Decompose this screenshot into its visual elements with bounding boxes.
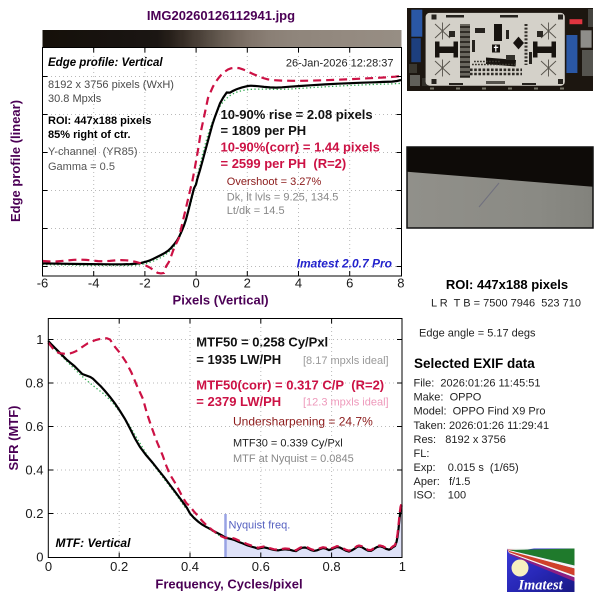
svg-text:[12.3 mpxls ideal]: [12.3 mpxls ideal] bbox=[303, 397, 389, 409]
svg-text:4: 4 bbox=[295, 276, 302, 291]
svg-text:0.6: 0.6 bbox=[252, 559, 270, 574]
svg-text:Edge angle = 5.17 degs: Edge angle = 5.17 degs bbox=[419, 328, 536, 340]
svg-text:= 1935 LW/PH: = 1935 LW/PH bbox=[196, 352, 281, 367]
svg-text:Y-channel (YR85): Y-channel (YR85) bbox=[48, 146, 137, 158]
svg-text:8: 8 bbox=[397, 276, 404, 291]
svg-text:85% right of ctr.: 85% right of ctr. bbox=[48, 129, 131, 141]
svg-text:ISO: 100: ISO: 100 bbox=[414, 490, 467, 502]
svg-text:2: 2 bbox=[244, 276, 251, 291]
svg-text:Imatest: Imatest bbox=[517, 578, 563, 594]
svg-text:Selected EXIF data: Selected EXIF data bbox=[414, 356, 535, 371]
svg-text:0: 0 bbox=[192, 276, 199, 291]
svg-text:Edge profile (linear): Edge profile (linear) bbox=[8, 100, 23, 222]
svg-text:Overshoot = 3.27%: Overshoot = 3.27% bbox=[227, 176, 322, 188]
svg-text:0.8: 0.8 bbox=[323, 559, 341, 574]
svg-text:0.6: 0.6 bbox=[25, 419, 43, 434]
svg-text:Frequency, Cycles/pixel: Frequency, Cycles/pixel bbox=[155, 577, 302, 592]
svg-text:Res: 8192 x 3756: Res: 8192 x 3756 bbox=[414, 434, 506, 446]
svg-text:Make: OPPO: Make: OPPO bbox=[414, 392, 482, 404]
svg-text:Lt/dk = 14.5: Lt/dk = 14.5 bbox=[227, 205, 285, 217]
svg-text:MTF50(corr) = 0.317 C/P (R=2): MTF50(corr) = 0.317 C/P (R=2) bbox=[196, 377, 384, 392]
svg-text:-2: -2 bbox=[139, 276, 151, 291]
svg-text:-6: -6 bbox=[37, 276, 49, 291]
svg-text:MTF at Nyquist = 0.0845: MTF at Nyquist = 0.0845 bbox=[233, 453, 354, 465]
svg-text:Dk, lt lvls = 9.25, 134.5: Dk, lt lvls = 9.25, 134.5 bbox=[227, 192, 339, 204]
svg-text:= 2599 per PH (R=2): = 2599 per PH (R=2) bbox=[221, 156, 347, 171]
svg-text:30.8 Mpxls: 30.8 Mpxls bbox=[48, 93, 102, 105]
svg-text:= 2379 LW/PH: = 2379 LW/PH bbox=[196, 394, 281, 409]
svg-text:File: 2026:01:26 11:45:51: File: 2026:01:26 11:45:51 bbox=[414, 378, 541, 390]
svg-text:Undersharpening = 24.7%: Undersharpening = 24.7% bbox=[233, 414, 373, 428]
svg-text:Imatest 2.0.7 Pro: Imatest 2.0.7 Pro bbox=[297, 257, 392, 271]
svg-text:L R T B = 7500 7946 523 710: L R T B = 7500 7946 523 710 bbox=[431, 298, 581, 310]
svg-text:-4: -4 bbox=[88, 276, 100, 291]
svg-text:Taken: 2026:01:26 11:29:41: Taken: 2026:01:26 11:29:41 bbox=[414, 420, 550, 432]
svg-text:Pixels (Vertical): Pixels (Vertical) bbox=[173, 293, 269, 308]
svg-text:0.2: 0.2 bbox=[110, 559, 128, 574]
svg-text:SFR (MTF): SFR (MTF) bbox=[6, 406, 21, 471]
svg-text:0: 0 bbox=[36, 550, 43, 565]
svg-text:Exp: 0.015 s (1/65): Exp: 0.015 s (1/65) bbox=[414, 462, 519, 474]
svg-text:= 1809 per PH: = 1809 per PH bbox=[221, 123, 307, 138]
svg-text:FL:: FL: bbox=[414, 448, 430, 460]
svg-text:1: 1 bbox=[36, 332, 43, 347]
svg-text:ROI: 447x188 pixels: ROI: 447x188 pixels bbox=[48, 115, 151, 127]
svg-text:Aper: f/1.5: Aper: f/1.5 bbox=[414, 476, 471, 488]
svg-text:Model: OPPO Find X9 Pro: Model: OPPO Find X9 Pro bbox=[414, 406, 546, 418]
svg-text:MTF30 = 0.339 Cy/Pxl: MTF30 = 0.339 Cy/Pxl bbox=[233, 437, 343, 449]
svg-text:0: 0 bbox=[45, 559, 52, 574]
svg-text:0.4: 0.4 bbox=[181, 559, 199, 574]
svg-text:10-90%(corr) = 1.44 pixels: 10-90%(corr) = 1.44 pixels bbox=[221, 139, 380, 154]
svg-text:10-90% rise = 2.08 pixels: 10-90% rise = 2.08 pixels bbox=[221, 107, 373, 122]
svg-text:Edge profile: Vertical: Edge profile: Vertical bbox=[48, 57, 163, 69]
svg-text:ROI: 447x188 pixels: ROI: 447x188 pixels bbox=[446, 277, 568, 292]
svg-text:0.8: 0.8 bbox=[25, 376, 43, 391]
svg-text:0.2: 0.2 bbox=[25, 506, 43, 521]
svg-text:Gamma = 0.5: Gamma = 0.5 bbox=[48, 161, 115, 173]
svg-text:6: 6 bbox=[346, 276, 353, 291]
svg-text:1: 1 bbox=[399, 559, 406, 574]
svg-text:[8.17 mpxls ideal]: [8.17 mpxls ideal] bbox=[303, 355, 389, 367]
svg-text:0.4: 0.4 bbox=[25, 463, 43, 478]
svg-text:Nyquist freq.: Nyquist freq. bbox=[229, 520, 291, 532]
svg-text:MTF: Vertical: MTF: Vertical bbox=[56, 536, 132, 550]
svg-text:IMG20260126112941.jpg: IMG20260126112941.jpg bbox=[147, 8, 295, 23]
svg-text:8192 x 3756 pixels (WxH): 8192 x 3756 pixels (WxH) bbox=[48, 79, 174, 91]
svg-text:26-Jan-2026 12:28:37: 26-Jan-2026 12:28:37 bbox=[286, 58, 394, 70]
svg-text:MTF50 = 0.258 Cy/Pxl: MTF50 = 0.258 Cy/Pxl bbox=[196, 334, 328, 349]
